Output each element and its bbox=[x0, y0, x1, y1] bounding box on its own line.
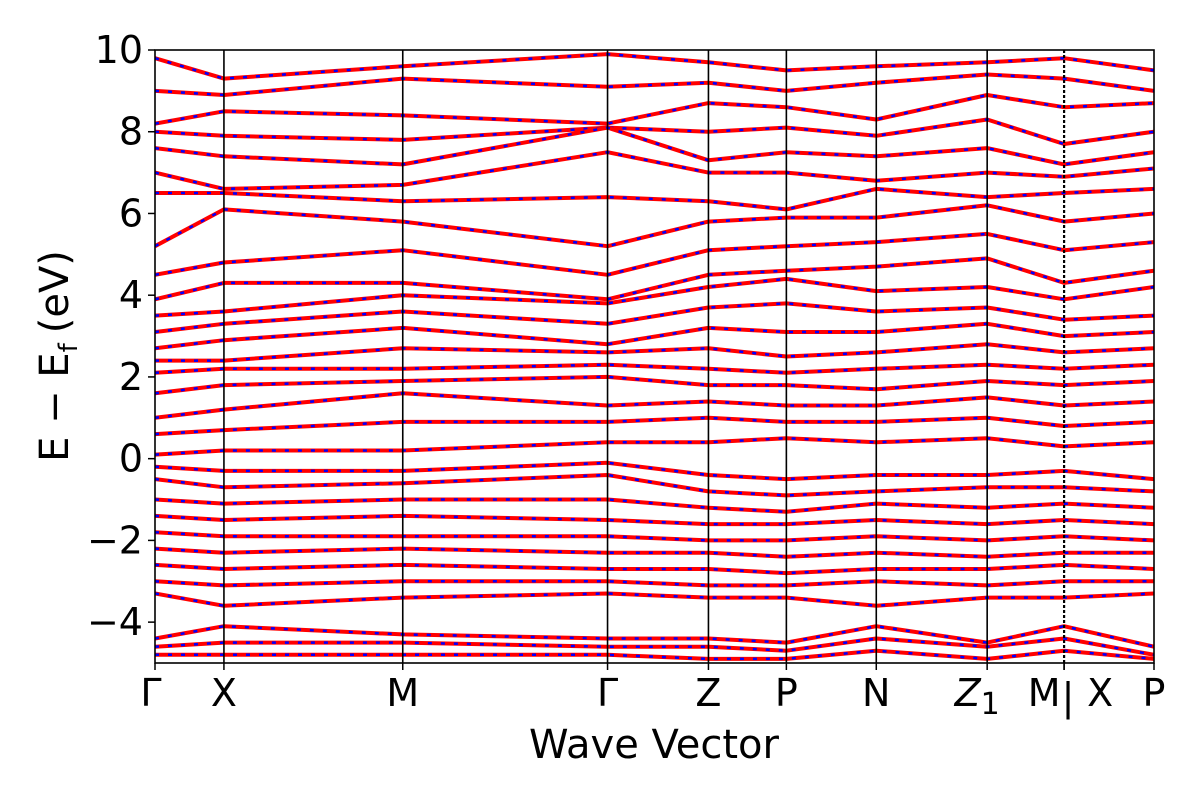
band-line-14 bbox=[155, 342, 1154, 363]
bands-layer bbox=[155, 52, 1154, 661]
band-line-3 bbox=[155, 93, 1154, 126]
band-dash-29 bbox=[155, 624, 1154, 648]
band-dash-21 bbox=[155, 473, 1154, 497]
x-tick-label-6: P bbox=[775, 671, 798, 715]
x-tick-label-main: Z bbox=[954, 671, 982, 715]
band-line-21 bbox=[155, 473, 1154, 498]
y-tick-label: 0 bbox=[119, 437, 143, 481]
band-dash-30 bbox=[155, 637, 1154, 657]
band-dash-26 bbox=[155, 563, 1154, 575]
y-tick-label: 8 bbox=[119, 110, 143, 154]
band-dash-5 bbox=[155, 126, 1154, 166]
y-axis-label-subscript: f bbox=[54, 342, 84, 352]
band-line-9 bbox=[155, 231, 1154, 277]
band-line-6 bbox=[155, 150, 1154, 191]
y-tick-label: −4 bbox=[87, 600, 143, 644]
y-tick-label: −2 bbox=[87, 518, 143, 562]
band-line-22 bbox=[155, 497, 1154, 514]
y-tick-label: 2 bbox=[119, 355, 143, 399]
band-dash-24 bbox=[155, 530, 1154, 542]
x-axis-ticks: Γ X M Γ Z P N Z1 M X P| bbox=[140, 663, 1165, 722]
band-dash-12 bbox=[155, 302, 1154, 334]
band-line-5 bbox=[155, 125, 1154, 167]
path-break-separator: | bbox=[1062, 675, 1075, 720]
band-line-27 bbox=[155, 579, 1154, 588]
band-line-20 bbox=[155, 460, 1154, 482]
band-dash-3 bbox=[155, 93, 1154, 125]
band-line-7 bbox=[155, 186, 1154, 212]
band-dash-19 bbox=[155, 436, 1154, 456]
plot-frame bbox=[154, 49, 1155, 664]
y-tick-label: 10 bbox=[95, 28, 143, 72]
band-line-1 bbox=[155, 52, 1154, 81]
x-tick-label-subscript: 1 bbox=[981, 687, 1000, 722]
high-symmetry-lines bbox=[223, 50, 1066, 663]
band-line-15 bbox=[155, 362, 1154, 375]
band-line-16 bbox=[155, 374, 1154, 396]
band-line-28 bbox=[155, 591, 1154, 608]
band-dash-6 bbox=[155, 150, 1154, 191]
band-dash-31 bbox=[155, 649, 1154, 661]
y-tick-label: 4 bbox=[119, 273, 143, 317]
band-line-17 bbox=[155, 391, 1154, 420]
band-dash-9 bbox=[155, 232, 1154, 277]
y-axis-label-unit: (eV) bbox=[32, 250, 78, 333]
band-dash-14 bbox=[155, 342, 1154, 362]
band-line-31 bbox=[155, 648, 1154, 661]
band-dash-22 bbox=[155, 498, 1154, 514]
y-tick-label: 6 bbox=[119, 191, 143, 235]
band-dash-25 bbox=[155, 547, 1154, 558]
band-dash-13 bbox=[155, 322, 1154, 350]
band-line-18 bbox=[155, 415, 1154, 437]
band-dash-2 bbox=[155, 73, 1154, 97]
band-line-24 bbox=[155, 530, 1154, 543]
x-tick-label-8: Z1 bbox=[954, 671, 1000, 722]
band-dash-15 bbox=[155, 363, 1154, 375]
band-line-2 bbox=[155, 72, 1154, 97]
x-axis-label: Wave Vector bbox=[529, 722, 780, 768]
x-tick-label-4: Γ bbox=[597, 671, 618, 715]
band-line-10 bbox=[155, 256, 1154, 302]
band-dash-23 bbox=[155, 514, 1154, 526]
band-dash-20 bbox=[155, 461, 1154, 481]
x-tick-label-3: M bbox=[386, 671, 419, 715]
x-tick-label-9: M bbox=[1028, 671, 1061, 715]
band-line-4 bbox=[155, 117, 1154, 146]
band-line-25 bbox=[155, 546, 1154, 559]
y-axis-ticks: −4 −2 0 2 4 6 8 10 bbox=[87, 28, 155, 644]
band-line-26 bbox=[155, 562, 1154, 576]
band-line-19 bbox=[155, 436, 1154, 457]
band-dash-27 bbox=[155, 580, 1154, 587]
band-dash-8 bbox=[155, 204, 1154, 248]
y-axis-label-main: E − E bbox=[32, 352, 78, 462]
band-dash-7 bbox=[155, 187, 1154, 211]
x-tick-label-2: X bbox=[211, 671, 237, 715]
band-dash-17 bbox=[155, 392, 1154, 420]
band-dash-28 bbox=[155, 592, 1154, 608]
band-dash-11 bbox=[155, 277, 1154, 317]
x-tick-label-10: X bbox=[1087, 671, 1113, 715]
x-tick-label-7: N bbox=[862, 671, 890, 715]
band-line-23 bbox=[155, 513, 1154, 527]
x-tick-label-11: P bbox=[1143, 671, 1166, 715]
band-dash-18 bbox=[155, 416, 1154, 436]
band-dash-16 bbox=[155, 375, 1154, 395]
band-dash-4 bbox=[155, 118, 1154, 146]
band-line-8 bbox=[155, 203, 1154, 249]
x-tick-label-5: Z bbox=[695, 671, 721, 715]
y-axis-label: E − Ef (eV) bbox=[32, 250, 84, 462]
x-tick-label-1: Γ bbox=[140, 671, 161, 715]
